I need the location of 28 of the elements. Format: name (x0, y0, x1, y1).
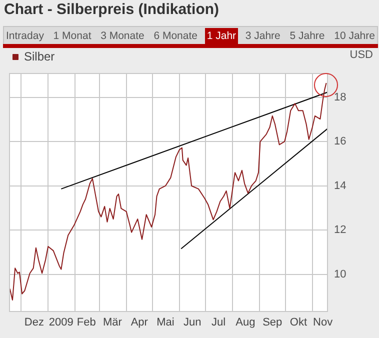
x-tick-label: Dez (24, 316, 44, 329)
text: 5 Jahre (288, 28, 326, 44)
y-axis-title: USD (350, 49, 373, 61)
x-tick-label: Aug (236, 316, 256, 329)
chart-title: Chart - Silberpreis (Indikation) (4, 1, 220, 18)
x-tick-label: Sep (262, 316, 282, 329)
y-tick-label: 18 (334, 91, 346, 104)
text: 3 Monate (100, 28, 146, 44)
y-tick-label: 14 (334, 180, 346, 192)
x-tick-label: Apr (130, 316, 148, 329)
text: 3 Jahre (244, 28, 282, 44)
y-tick-label: 10 (334, 268, 346, 280)
x-tick-label: 2009 (48, 316, 74, 329)
x-tick-label: Mär (102, 316, 122, 329)
x-tick-label: Jul (211, 316, 226, 329)
x-tick-label: Mai (156, 316, 174, 329)
x-tick-label: Feb (76, 316, 96, 329)
y-tick-label: 16 (334, 136, 346, 148)
text: 1 Jahr (204, 28, 238, 44)
text: 6 Monate (152, 28, 198, 44)
text: Intraday (5, 28, 45, 44)
y-tick-label: 12 (334, 224, 346, 236)
x-tick-label: Jun (184, 316, 202, 329)
x-tick-label: Okt (290, 316, 308, 329)
text: 1 Monat (52, 28, 92, 44)
text: 10 Jahre (333, 28, 376, 44)
legend-label: Silber (24, 49, 55, 64)
x-tick-label: Nov (313, 316, 334, 329)
